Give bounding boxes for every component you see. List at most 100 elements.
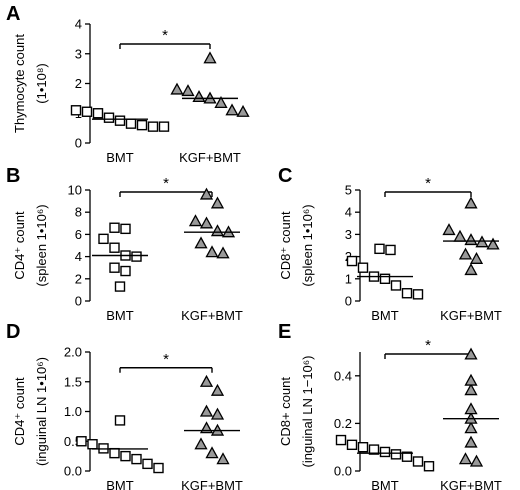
data-point-square: [120, 223, 131, 235]
x-category-label: BMT: [371, 478, 399, 490]
data-point-triangle: [181, 84, 195, 97]
y-axis-label: CD4⁺ count: [12, 377, 27, 446]
data-point-square: [423, 461, 435, 472]
significance-star: *: [162, 27, 168, 44]
y-tick-label: 0: [345, 294, 352, 309]
x-category-label: KGF+BMT: [179, 150, 241, 165]
y-axis-label: CD8+ count: [278, 377, 293, 446]
data-point-triangle: [199, 187, 214, 200]
data-point-square: [335, 434, 347, 446]
data-point-triangle: [486, 237, 500, 250]
y-tick-label: 4: [345, 205, 352, 220]
data-point-square: [92, 108, 104, 119]
data-point-triangle: [216, 246, 230, 259]
panel-letter: C: [278, 165, 292, 187]
data-point-triangle: [225, 103, 239, 116]
data-point-square: [390, 449, 402, 460]
data-point-square: [131, 251, 142, 262]
y-tick-label: 0: [75, 294, 82, 309]
data-point-triangle: [464, 421, 478, 434]
y-tick-label: 10: [68, 183, 82, 198]
data-point-square: [368, 444, 380, 455]
panel-letter: A: [6, 3, 20, 25]
y-tick-label: 1.0: [64, 404, 82, 419]
panel-letter: E: [278, 321, 291, 343]
data-point-square: [109, 262, 120, 273]
data-point-triangle: [205, 446, 219, 459]
panel-b: B 0 2 4 6 8 10 CD4⁺ count (spleen 1•10⁶) BMT KGF+B…: [6, 165, 243, 323]
data-point-square: [357, 442, 369, 453]
data-point-triangle: [464, 196, 478, 209]
y-axis-label: (inguinal LN 1−10⁶): [300, 356, 315, 468]
panel-letter: D: [6, 321, 20, 343]
data-point-triangle: [464, 233, 478, 246]
data-point-square: [120, 450, 131, 462]
data-point-square: [98, 233, 109, 245]
data-point-square: [412, 289, 424, 300]
data-point-square: [374, 243, 385, 255]
significance-star: *: [163, 175, 169, 192]
significance-star: *: [163, 351, 169, 368]
panel-e: E 0.0 0.2 0.4 CD8+ count (inguinal LN 1−10⁶) B…: [278, 321, 502, 490]
data-point-triangle: [458, 452, 473, 465]
x-category-label: BMT: [106, 150, 134, 165]
data-point-triangle: [203, 51, 217, 64]
data-point-square: [114, 415, 126, 426]
data-point-square: [114, 281, 126, 292]
data-point-triangle: [464, 402, 478, 415]
y-tick-label: 0: [75, 136, 82, 151]
y-axis-label: (spleen 1•10⁶): [34, 204, 49, 286]
data-point-square: [385, 244, 396, 256]
data-point-square: [390, 280, 402, 291]
data-point-triangle: [464, 347, 478, 360]
data-point-square: [87, 439, 98, 450]
y-tick-label: 2: [75, 271, 82, 286]
data-point-triangle: [464, 383, 478, 396]
data-point-triangle: [210, 224, 225, 237]
y-tick-label: 2.0: [64, 345, 82, 360]
data-point-triangle: [210, 383, 225, 396]
y-tick-label: 1: [345, 271, 352, 286]
data-point-triangle: [464, 263, 478, 276]
x-category-label: BMT: [106, 308, 134, 323]
data-point-triangle: [453, 229, 467, 242]
y-axis-label: (1•10⁸): [34, 63, 49, 103]
significance-star: *: [425, 175, 431, 192]
data-point-square: [147, 121, 159, 132]
data-point-triangle: [214, 95, 228, 108]
data-point-triangle: [216, 452, 230, 465]
data-point-triangle: [188, 214, 203, 227]
y-tick-label: 4: [75, 249, 82, 264]
data-point-square: [109, 222, 120, 233]
data-point-triangle: [469, 251, 484, 264]
y-axis-label: (spleen 1•10⁶): [300, 204, 315, 286]
data-point-square: [76, 436, 87, 447]
data-point-triangle: [194, 236, 208, 249]
data-point-triangle: [192, 90, 206, 103]
y-axis-label: Thymocyte count: [12, 34, 27, 133]
data-point-square: [142, 458, 153, 470]
data-point-triangle: [469, 454, 484, 467]
x-category-label: KGF+BMT: [440, 478, 502, 490]
data-point-triangle: [464, 373, 478, 386]
y-tick-label: 0.0: [334, 464, 352, 479]
y-tick-label: 0.4: [334, 368, 352, 383]
data-point-square: [346, 255, 358, 267]
x-category-label: BMT: [106, 478, 134, 490]
data-point-triangle: [194, 437, 208, 450]
y-tick-label: 4: [75, 17, 82, 32]
data-point-triangle: [210, 196, 225, 209]
data-point-square: [357, 262, 369, 273]
panel-c: C012345CD8⁺ count(spleen 1•10⁶)BMTKGF+BM…: [278, 165, 502, 323]
data-point-triangle: [205, 245, 219, 258]
data-point-square: [70, 105, 82, 116]
data-point-triangle: [442, 223, 456, 236]
data-point-square: [114, 115, 126, 126]
y-tick-label: 1.5: [64, 374, 82, 389]
y-tick-label: 3: [345, 227, 352, 242]
y-tick-label: 5: [345, 183, 352, 198]
y-tick-label: 0.2: [334, 416, 352, 431]
data-point-square: [109, 242, 120, 253]
data-point-square: [120, 265, 131, 277]
